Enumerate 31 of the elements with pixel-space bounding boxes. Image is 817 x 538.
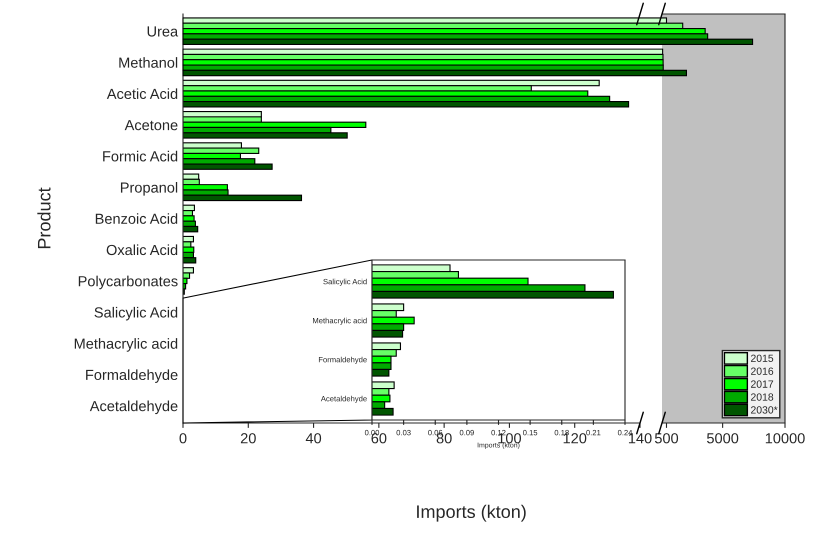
y-axis-title: Product: [37, 188, 51, 248]
legend-label: 2016: [751, 367, 774, 375]
legend-label: 2015: [751, 354, 774, 362]
x-tick-label: 40: [306, 433, 322, 444]
y-tick-label: Methanol: [119, 57, 178, 68]
x-tick-label: 5000: [706, 433, 738, 444]
y-tick-label: Formaldehyde: [86, 369, 178, 383]
y-tick-label: Salicylic Acid: [94, 306, 178, 320]
x-tick-label: 20: [240, 433, 256, 444]
x-tick-label: 0: [180, 433, 186, 444]
x-tick-label: 60: [371, 433, 386, 444]
y-tick-label: Acetaldehyde: [90, 400, 178, 414]
y-tick-label: Methacrylic acid: [74, 338, 178, 352]
x-tick-label: 500: [654, 433, 678, 444]
x-tick-label: 100: [498, 433, 522, 444]
y-tick-label: Acetic Acid: [106, 88, 178, 100]
x-tick-label: 10000: [766, 433, 805, 444]
y-tick-label: Benzoic Acid: [96, 213, 178, 224]
legend-label: 2018: [751, 393, 774, 401]
x-tick-label: 80: [436, 433, 452, 444]
y-tick-label: Formic Acid: [103, 150, 178, 162]
y-tick-label: Oxalic Acid: [106, 244, 178, 256]
x-tick-label: 140: [628, 433, 652, 444]
y-tick-label: Propanol: [120, 182, 178, 196]
y-tick-label: Acetone: [124, 120, 178, 130]
y-tick-label: Polycarbonates: [78, 276, 178, 290]
x-axis-title: Imports (kton): [417, 504, 526, 522]
x-tick-label: 120: [564, 433, 586, 444]
legend-label: 2030*: [751, 406, 778, 414]
y-tick-label: Urea: [148, 26, 178, 37]
legend-label: 2017: [751, 380, 774, 388]
